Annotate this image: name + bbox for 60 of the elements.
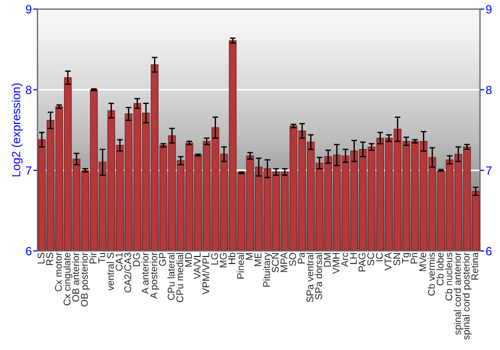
x-tick-label: Pa (298, 252, 305, 264)
x-tick-label: M (246, 253, 253, 260)
x-tick-label: Pineal (236, 252, 244, 279)
x-tick-label: Cb vermis (428, 252, 435, 296)
x-tick-label: GP (159, 252, 166, 266)
x-tick-label: Cx motor (54, 252, 62, 292)
x-tick-label: IC (376, 252, 383, 262)
x-tick-label: Arc (341, 252, 348, 267)
x-tick-label: spinal cord posterior (462, 252, 472, 340)
x-tick-label: Cb lobe (436, 252, 444, 286)
y2-tick-label: 6 (486, 246, 492, 256)
x-tick-label: spinal cord anterior (454, 252, 463, 335)
x-tick-label: Tu (98, 252, 106, 264)
x-tick-label: SPa dorsal (314, 252, 322, 300)
x-tick-label: CPu medial (176, 252, 184, 302)
x-tick-label: MVe (419, 252, 426, 271)
x-tick-label: SC (367, 252, 374, 266)
y-tick-label: 7 (26, 166, 32, 175)
x-tick-label: OB anterior (72, 252, 80, 302)
x-tick-label: Pn (410, 252, 418, 264)
x-tick-label: CPu lateral (167, 252, 175, 300)
x-tick-label: OB posterior (80, 252, 90, 306)
x-tick-label: Cx cingulate (63, 252, 72, 306)
x-tick-label: Retina (471, 252, 478, 280)
y2-tick-label: 8 (486, 86, 492, 94)
x-tick-label: MG (220, 253, 227, 268)
x-tick-label: SN (393, 253, 400, 266)
x-tick-label: SO (289, 252, 296, 266)
x-tick-label: ME (254, 252, 262, 266)
x-tick-label: VMH (332, 253, 340, 274)
y-axis-title: Log2 (expression) (12, 84, 23, 176)
x-tick-label: A posterior (150, 252, 160, 299)
x-tick-label: Tg (402, 252, 411, 264)
x-tick-label: LG (211, 253, 218, 265)
y-tick-label: 8 (26, 86, 32, 94)
x-tick-label: Hb (228, 252, 236, 264)
x-tick-label: PAG (358, 253, 366, 272)
y-tick-label: 6 (26, 246, 32, 256)
x-tick-label: RS (46, 252, 54, 266)
x-tick-label: LH (350, 253, 357, 264)
x-tick-label: VA/VL (193, 252, 201, 280)
x-tick-label: DM (324, 253, 331, 267)
x-tick-label: Cb nucleus (445, 252, 452, 300)
x-tick-label: CA1 (116, 252, 123, 271)
x-tick-label: SPa ventral (306, 252, 314, 302)
x-tick-label: A anterior (141, 252, 149, 294)
x-tick-label: CA2/CA3 (124, 252, 132, 292)
x-tick-label: ventral S (106, 252, 114, 291)
y2-tick-label: 9 (486, 5, 492, 14)
x-tick-label: MD (185, 252, 192, 267)
x-tick-label: MPA (280, 252, 288, 272)
x-tick-label: Pir (89, 252, 96, 264)
x-tick-label: VPM/VPL (202, 252, 210, 294)
x-tick-label: DG (133, 253, 140, 266)
x-tick-label: Pituitary (262, 252, 272, 287)
x-tick-label: SCN (272, 253, 279, 272)
x-tick-label: VTA (384, 252, 392, 270)
x-tick-label: LS (38, 252, 44, 264)
y-tick-label: 9 (26, 5, 32, 14)
y2-tick-label: 7 (486, 166, 492, 175)
